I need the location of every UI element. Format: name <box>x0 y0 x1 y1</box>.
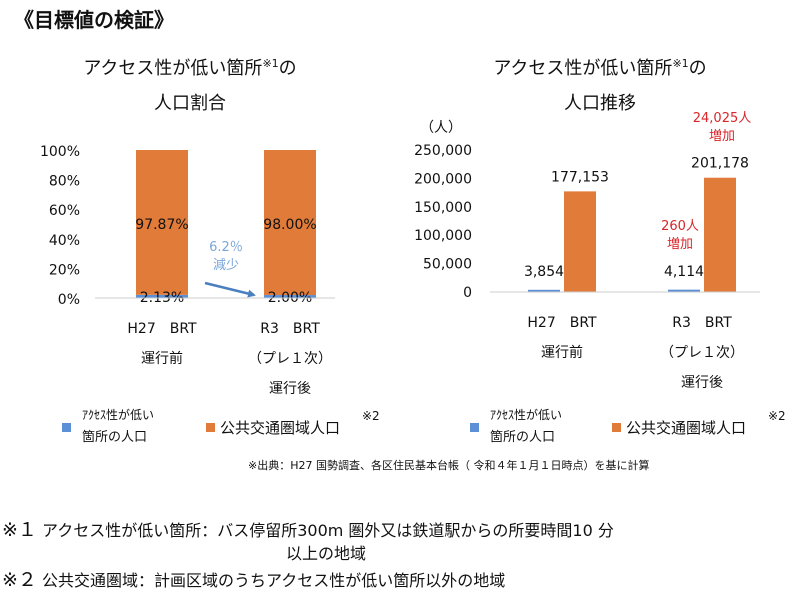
left-chart-title-line1: アクセス性が低い箇所※1の <box>40 44 340 89</box>
right-chart: （人） 0 50,000 100,000 150,000 200,000 250,000 3,… <box>414 111 760 391</box>
left-ytick-label: 0% <box>58 292 80 308</box>
left-ytick-label: 60% <box>49 203 80 219</box>
right-data-label: 3,854 <box>524 264 564 280</box>
right-chart-title-line2: 人口推移 <box>564 93 636 114</box>
left-category-label: H27 BRT <box>127 321 197 337</box>
right-data-label: 4,114 <box>664 264 704 280</box>
right-bar <box>668 289 700 292</box>
left-category-sublabel: 運行前 <box>141 350 183 367</box>
left-chart-title-line2: 人口割合 <box>154 93 226 114</box>
left-bar-segment <box>136 150 188 295</box>
left-chart-title-suffix: の <box>278 58 297 79</box>
legend-label: 公共交通圏域人口 <box>626 419 746 437</box>
right-ytick-label: 50,000 <box>423 257 472 273</box>
left-bar-segment <box>264 150 316 296</box>
legend-label: 箇所の人口 <box>82 429 147 445</box>
right-data-label: 177,153 <box>551 169 609 185</box>
right-chart-title-text: アクセス性が低い箇所 <box>493 58 673 79</box>
left-bar-segment <box>136 294 188 298</box>
left-ytick-label: 100% <box>40 144 80 160</box>
left-annotation-label: 減少 <box>213 257 239 273</box>
legend-label: 公共交通圏域人口 <box>220 419 340 437</box>
right-ytick-label: 0 <box>463 285 472 301</box>
left-data-label: 97.87% <box>135 217 188 233</box>
right-annotation-value: 260人 <box>661 219 699 234</box>
left-data-label: 98.00% <box>263 217 316 233</box>
left-ytick-label: 80% <box>49 174 80 190</box>
right-ytick-label: 250,000 <box>414 143 472 159</box>
legend-label: 箇所の人口 <box>490 429 555 445</box>
right-bar <box>564 191 596 292</box>
right-bar <box>704 177 736 292</box>
legend-swatch <box>470 423 479 432</box>
left-category-label: R3 BRT <box>260 321 320 337</box>
left-category-sublabel: （プレ１次） <box>248 351 332 367</box>
left-ytick-label: 20% <box>49 262 80 278</box>
right-ytick-label: 100,000 <box>414 228 472 244</box>
right-data-label: 201,178 <box>691 156 749 172</box>
right-category-sublabel: 運行前 <box>541 344 583 361</box>
right-ytick-label: 200,000 <box>414 171 472 187</box>
right-chart-title-suffix: の <box>688 58 707 79</box>
legend-swatch <box>206 423 215 432</box>
legend-label: ｱｸｾｽ性が低い <box>82 407 154 422</box>
right-bar <box>528 289 560 292</box>
right-annotation-label: 増加 <box>709 129 735 144</box>
page-heading: 《目標値の検証》 <box>14 8 174 32</box>
left-chart: 0%20%40%60%80%100%2.13%97.87%H27 BRT運行前2… <box>40 144 335 397</box>
right-annotation-label: 増加 <box>667 237 693 252</box>
right-ytick-label: 150,000 <box>414 200 472 216</box>
left-ytick-label: 40% <box>49 233 80 249</box>
left-decrease-arrow <box>204 281 256 298</box>
right-annotation-value: 24,025人 <box>693 111 752 126</box>
right-category-label: H27 BRT <box>527 315 597 331</box>
note-1: ※１ アクセス性が低い箇所：バス停留所300m 圏外又は鉄道駅からの所要時間10… <box>2 515 614 542</box>
right-chart-title-mark: ※1 <box>672 57 689 70</box>
note-1-continuation: 以上の地域 <box>286 544 367 563</box>
source-note: ※出典：H27 国勢調査、各区住民基本台帳（ 令和４年１月１日時点）を基に計算 <box>248 459 650 472</box>
legend-mark: ※2 <box>768 409 786 423</box>
left-chart-title-text: アクセス性が低い箇所 <box>83 58 263 79</box>
left-annotation-value: 6.2％ <box>209 240 243 255</box>
note-1-mark: ※１ <box>2 519 37 541</box>
left-chart-title-mark: ※1 <box>262 57 279 70</box>
note-2-mark: ※２ <box>2 569 37 591</box>
legend-label: ｱｸｾｽ性が低い <box>490 407 562 422</box>
note-2: ※２ 公共交通圏域：計画区域のうちアクセス性が低い箇所以外の地域 <box>2 565 505 592</box>
left-bar-segment <box>264 295 316 298</box>
right-category-label: R3 BRT <box>672 315 732 331</box>
right-category-sublabel: （プレ１次） <box>660 345 744 361</box>
note-1-text: アクセス性が低い箇所：バス停留所300m 圏外又は鉄道駅からの所要時間10 分 <box>42 521 614 540</box>
legend-swatch <box>62 423 71 432</box>
left-category-sublabel: 運行後 <box>269 381 311 397</box>
right-unit-label: （人） <box>420 120 462 136</box>
note-2-text: 公共交通圏域：計画区域のうちアクセス性が低い箇所以外の地域 <box>42 571 506 590</box>
right-category-sublabel: 運行後 <box>681 375 723 391</box>
right-chart-title-line1: アクセス性が低い箇所※1の <box>450 44 750 89</box>
legend-swatch <box>612 423 621 432</box>
legend-mark: ※2 <box>362 409 380 423</box>
